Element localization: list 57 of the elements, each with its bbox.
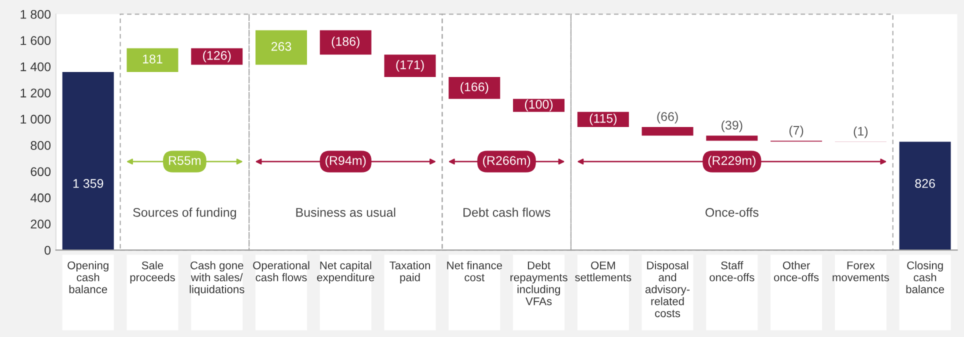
data-label: (166) — [460, 82, 488, 94]
x-tick-label: Taxation paid — [390, 261, 430, 284]
bar — [320, 30, 372, 55]
x-tick-label: Forex movements — [832, 262, 889, 282]
y-tick-label: 1 000 — [20, 114, 51, 124]
x-tick-label: Closing cash balance — [906, 261, 944, 294]
data-label: (7) — [789, 126, 804, 138]
x-tick-label: Cash gone with sales/ liquidations — [190, 261, 244, 296]
data-label: (171) — [396, 60, 424, 72]
bar — [384, 54, 436, 78]
bar — [642, 126, 694, 136]
data-label: 263 — [271, 42, 292, 51]
bar — [62, 72, 114, 250]
annotation: Business as usual — [296, 208, 396, 217]
x-tick-label: Sale proceeds — [130, 261, 175, 284]
data-label: (186) — [332, 36, 360, 48]
bar — [899, 142, 951, 250]
data-label: (100) — [524, 100, 553, 112]
y-tick-label: 1 400 — [20, 62, 51, 72]
data-label: (66) — [657, 112, 678, 124]
data-label: 1 359 — [73, 179, 104, 188]
bar — [448, 77, 500, 99]
data-label: 181 — [143, 54, 162, 64]
data-label: (126) — [203, 50, 231, 62]
y-tick-label: 0 — [44, 246, 51, 255]
x-tick-label: OEM settlements — [575, 261, 632, 282]
bar — [255, 30, 307, 65]
x-tick-label: Debt repayments including VFAs — [510, 261, 568, 306]
data-label: (1) — [854, 126, 868, 138]
bar — [191, 48, 243, 65]
annotation: R55m — [169, 156, 201, 165]
y-tick-label: 600 — [30, 167, 51, 176]
annotation: (R229m) — [708, 156, 756, 168]
bar — [577, 112, 629, 127]
y-tick-label: 1 600 — [20, 36, 51, 46]
y-tick-label: 1 800 — [20, 10, 51, 19]
y-tick-label: 800 — [30, 141, 51, 150]
bar — [126, 48, 178, 72]
x-tick-label: Operational cash flows — [253, 261, 310, 282]
annotation: (R94m) — [326, 156, 366, 168]
x-tick-label: Disposal and advisory- related costs — [645, 261, 690, 318]
annotation: Sources of funding — [133, 208, 236, 220]
x-tick-label: Other once-offs — [774, 261, 819, 282]
data-label: (115) — [590, 114, 617, 126]
x-tick-label: Staff once-offs — [710, 261, 754, 282]
annotation: Once-offs — [706, 208, 758, 217]
x-tick-label: Opening cash balance — [68, 261, 108, 294]
y-tick-label: 1 200 — [20, 88, 51, 98]
y-tick-label: 200 — [30, 220, 51, 228]
annotation: (R266m) — [483, 156, 530, 168]
annotation: Debt cash flows — [463, 208, 550, 217]
y-tick-label: 400 — [30, 193, 51, 202]
data-label: (39) — [722, 120, 742, 132]
data-label: 826 — [915, 179, 935, 188]
bar — [706, 136, 758, 141]
x-tick-label: Net capital expenditure — [317, 261, 374, 284]
x-tick-label: Net finance cost — [447, 261, 502, 282]
